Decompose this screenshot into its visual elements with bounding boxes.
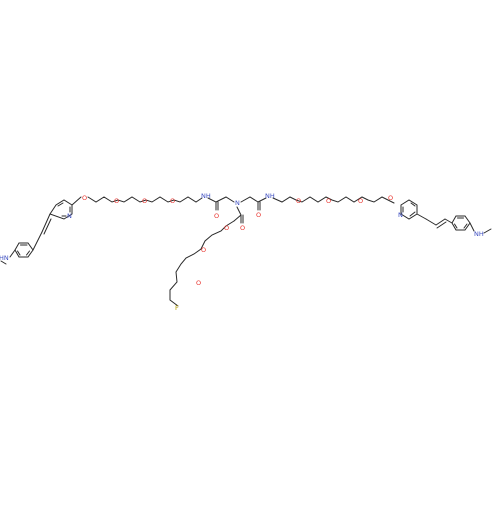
atom-label-o-central-carbonyl: O xyxy=(240,224,245,232)
atom-label-nh-right-amide: NH xyxy=(265,192,275,200)
atom-labels: HN N O O O O NH O N O O NH O O O F O O O… xyxy=(0,192,484,312)
atom-label-o-right-peg-1: O xyxy=(296,197,301,205)
atom-label-n-pyridine-right: N xyxy=(398,211,403,219)
atom-label-hn-left: HN xyxy=(0,254,9,262)
atom-label-o-left-peg-3: O xyxy=(170,197,175,205)
atom-label-nh-right: NH xyxy=(474,230,484,238)
atom-label-nh-left-amide: NH xyxy=(201,192,211,200)
atom-label-o-left-carbonyl: O xyxy=(214,212,219,220)
atom-label-f: F xyxy=(175,304,179,312)
atom-label-o-branch-3: O xyxy=(196,279,201,287)
atom-label-o-right-ether: O xyxy=(388,194,393,202)
atom-label-o-left-ether: O xyxy=(82,194,87,202)
atom-label-o-right-carbonyl: O xyxy=(256,211,261,219)
atom-label-o-right-peg-2: O xyxy=(326,197,331,205)
atom-label-o-branch-2: O xyxy=(201,246,206,254)
atom-label-o-left-peg-2: O xyxy=(142,197,147,205)
atom-label-n-pyridine-left: N xyxy=(67,212,72,220)
atom-label-o-right-peg-3: O xyxy=(358,197,363,205)
atom-label-o-left-peg-1: O xyxy=(114,197,119,205)
atom-label-n-central: N xyxy=(235,199,240,207)
atom-label-o-branch-1: O xyxy=(224,224,229,232)
bond-lines xyxy=(0,196,492,307)
